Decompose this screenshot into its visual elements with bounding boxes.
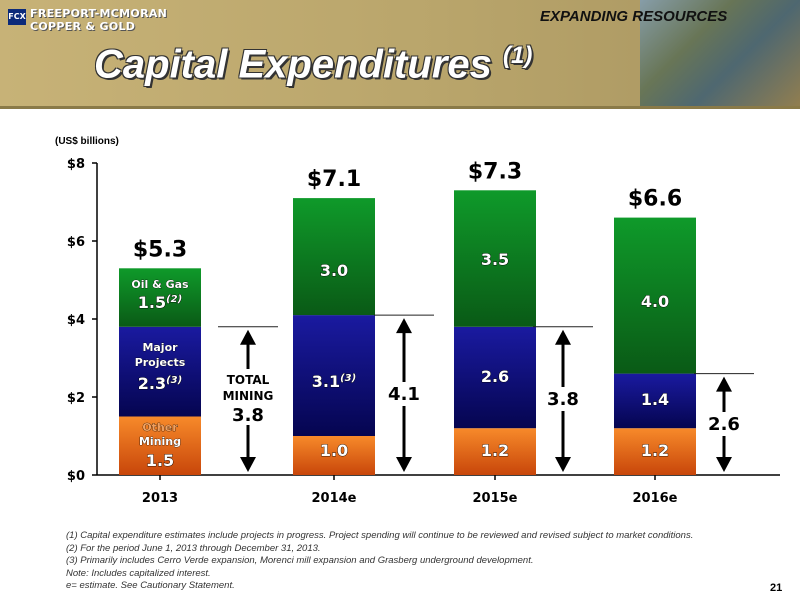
total-mining-arrow-down-icon: [240, 457, 256, 472]
bar-segment: [293, 315, 375, 436]
total-mining-caption: MINING: [223, 389, 274, 403]
page-number: 21: [770, 582, 783, 594]
company-logo-icon: FCX: [8, 9, 26, 25]
x-tick-label: 2013: [142, 491, 178, 506]
segment-label: 3.0: [320, 261, 348, 280]
series-name-label: Other: [142, 421, 178, 434]
segment-label: 1.4: [641, 390, 669, 409]
total-mining-arrow-up-icon: [396, 318, 412, 334]
segment-label: 3.1(3): [312, 372, 356, 391]
total-mining-arrow-down-icon: [716, 457, 732, 472]
total-mining-arrow-up-icon: [716, 376, 732, 392]
header-photo-collage: [640, 0, 800, 106]
page-title-footnote: (1): [503, 42, 533, 69]
label-bg: [542, 387, 584, 411]
footnote-note: Note: Includes capitalized interest.: [66, 567, 211, 579]
company-name-line2: COPPER & GOLD: [30, 20, 136, 33]
company-name: FREEPORT-MCMORAN COPPER & GOLD: [30, 7, 167, 33]
bar-segment: [119, 268, 201, 327]
total-label: $7.1: [307, 167, 361, 192]
series-name-label: Oil & Gas: [131, 278, 189, 291]
series-name-label: Mining: [139, 435, 181, 448]
segment-label: 1.2: [641, 441, 669, 460]
total-mining-caption: TOTAL: [227, 373, 270, 387]
footnote-2: (2) For the period June 1, 2013 through …: [66, 542, 321, 554]
total-mining-value: 2.6: [708, 414, 740, 435]
y-tick-label: $8: [67, 157, 85, 172]
total-label: $6.6: [628, 187, 682, 212]
page-title-text: Capital Expenditures: [94, 42, 492, 87]
bar-segment: [454, 190, 536, 327]
segment-label: 1.2: [481, 441, 509, 460]
x-tick-label: 2014e: [312, 491, 357, 506]
x-tick-label: 2016e: [633, 491, 678, 506]
total-label: $5.3: [133, 237, 187, 262]
units-label: (US$ billions): [55, 136, 119, 147]
segment-label: 2.3(3): [138, 374, 182, 393]
bar-segment: [614, 373, 696, 429]
y-tick-label: $2: [67, 391, 85, 406]
total-mining-value: 3.8: [232, 405, 264, 426]
bar-segment: [119, 326, 201, 417]
total-mining-arrow-up-icon: [240, 329, 256, 345]
bar-segment: [119, 416, 201, 475]
y-tick-label: $0: [67, 469, 85, 484]
segment-label: 4.0: [641, 292, 669, 311]
total-mining-arrow-down-icon: [555, 457, 571, 472]
y-tick-label: $4: [67, 313, 85, 328]
bar-segment: [454, 326, 536, 429]
bar-segment: [293, 198, 375, 316]
bar-segment: [614, 217, 696, 374]
total-mining-value: 4.1: [388, 384, 420, 405]
y-tick-label: $6: [67, 235, 85, 250]
footnote-1: (1) Capital expenditure estimates includ…: [66, 530, 694, 541]
label-bg: [214, 369, 282, 425]
footnotes: (1) Capital expenditure estimates includ…: [66, 530, 766, 593]
total-mining-arrow-up-icon: [555, 329, 571, 345]
bar-segment: [293, 436, 375, 475]
series-name-label: Projects: [135, 356, 186, 369]
page-title: Capital Expenditures (1): [94, 42, 532, 87]
total-label: $7.3: [468, 159, 522, 184]
total-mining-value: 3.8: [547, 389, 579, 410]
segment-label: 2.6: [481, 367, 509, 386]
segment-label: 1.5: [146, 451, 174, 470]
x-tick-label: 2015e: [473, 491, 518, 506]
footnote-3: (3) Primarily includes Cerro Verde expan…: [66, 555, 534, 566]
total-mining-arrow-down-icon: [396, 457, 412, 472]
label-bg: [384, 382, 424, 406]
section-tag: EXPANDING RESOURCES: [540, 8, 728, 25]
segment-label: 1.5(2): [138, 293, 182, 312]
segment-label: 3.5: [481, 250, 509, 269]
segment-label: 1.0: [320, 441, 348, 460]
bar-segment: [454, 428, 536, 475]
company-name-line1: FREEPORT-MCMORAN: [30, 7, 168, 20]
label-bg: [703, 412, 745, 436]
header-divider: [0, 106, 800, 109]
bar-segment: [614, 428, 696, 475]
footnote-estimate: e= estimate. See Cautionary Statement.: [66, 580, 235, 591]
series-name-label: Major: [142, 341, 178, 354]
